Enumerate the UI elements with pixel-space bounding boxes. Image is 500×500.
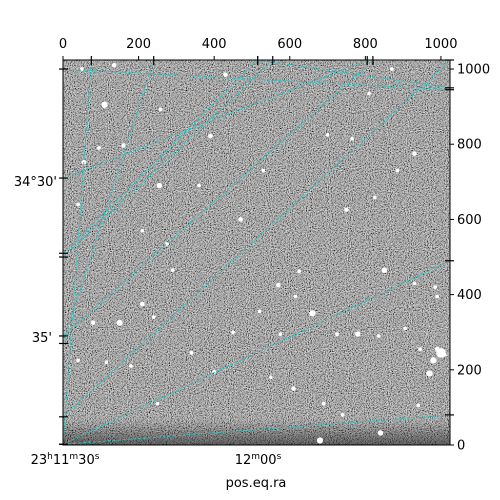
star-53 (257, 309, 262, 314)
star-38 (140, 301, 145, 307)
grid-line-6 (63, 60, 374, 337)
grid-line-4 (63, 60, 92, 445)
top-tick-label-5: 1000 (424, 37, 457, 52)
star-35 (442, 352, 447, 357)
star-37 (116, 319, 123, 326)
right-tick-label-4: 800 (457, 138, 482, 153)
star-4 (208, 133, 213, 139)
star-54 (238, 217, 243, 222)
world-y-tick-label-0: 34°30' (14, 175, 57, 190)
star-7 (156, 182, 163, 189)
star-27 (355, 331, 361, 337)
plot-frame (62, 59, 451, 446)
grid-line-10 (257, 60, 450, 89)
world-axis-ticks (59, 56, 454, 445)
star-28 (376, 334, 381, 338)
star-16 (412, 151, 417, 156)
star-18 (372, 195, 377, 200)
star-10 (140, 228, 145, 233)
right-tick-label-2: 400 (457, 288, 482, 303)
star-1 (111, 62, 117, 68)
star-2 (158, 107, 163, 112)
star-9 (76, 202, 80, 207)
star-61 (197, 183, 201, 188)
star-50 (316, 437, 324, 444)
star-47 (321, 401, 326, 406)
star-36 (90, 320, 96, 326)
star-59 (367, 91, 371, 96)
star-21 (276, 282, 281, 288)
top-tick-label-0: 0 (59, 37, 67, 52)
star-8 (97, 146, 101, 150)
star-24 (435, 294, 440, 299)
star-23 (412, 281, 417, 286)
star-15 (350, 136, 354, 141)
star-48 (340, 413, 345, 417)
star-49 (377, 430, 384, 436)
star-41 (76, 358, 80, 363)
grid-line-1 (63, 60, 368, 179)
right-tick-label-1: 200 (457, 363, 482, 378)
star-34 (426, 370, 433, 377)
star-57 (293, 294, 298, 299)
x-axis-title: pos.eq.ra (226, 476, 287, 491)
star-56 (433, 285, 438, 289)
star-60 (389, 67, 394, 71)
bottom-vignette (63, 420, 450, 445)
star-22 (381, 267, 387, 273)
star-25 (309, 310, 316, 317)
star-42 (189, 351, 194, 355)
star-30 (418, 347, 423, 351)
star-40 (104, 360, 109, 365)
star-26 (335, 332, 339, 336)
world-x-tick-label-0: 23h11m30s (31, 452, 100, 468)
world-y-tick-label-1: 35' (32, 331, 52, 346)
star-19 (395, 168, 400, 173)
star-51 (155, 401, 160, 406)
star-58 (278, 332, 283, 336)
star-17 (344, 207, 349, 212)
grid-line-8 (63, 260, 450, 445)
image-plot-area (63, 60, 450, 445)
world-coordinate-grid (63, 60, 450, 445)
star-0 (101, 101, 108, 108)
top-tick-label-4: 800 (353, 37, 378, 52)
star-5 (121, 143, 126, 148)
star-29 (403, 326, 407, 331)
star-13 (261, 168, 266, 173)
grid-line-0 (63, 68, 450, 91)
right-tick-label-0: 0 (457, 439, 465, 454)
star-20 (297, 269, 302, 274)
sky-noise (63, 60, 450, 445)
pixel-y-axis-right: 0 200 400 600 800 1000 (450, 63, 490, 454)
top-tick-label-3: 600 (277, 37, 302, 52)
star-12 (170, 268, 175, 273)
star-33 (430, 357, 437, 364)
pixel-x-axis-top: 0 200 400 600 800 1000 (59, 37, 457, 60)
top-tick-label-2: 400 (202, 37, 227, 52)
right-tick-label-5: 1000 (457, 63, 490, 78)
star-43 (231, 330, 235, 335)
grid-line-2 (63, 60, 258, 254)
star-3 (223, 72, 228, 77)
world-x-tick-label-1: 12m00s (235, 452, 282, 468)
grid-line-5 (63, 60, 274, 258)
star-55 (416, 403, 421, 408)
star-14 (325, 132, 330, 137)
star-45 (269, 375, 273, 380)
star-46 (291, 386, 296, 391)
right-tick-label-3: 600 (457, 213, 482, 228)
star-39 (151, 315, 156, 320)
star-52 (129, 364, 133, 368)
star-field (76, 62, 447, 444)
top-tick-label-1: 200 (126, 37, 151, 52)
grid-line-7 (63, 60, 450, 418)
